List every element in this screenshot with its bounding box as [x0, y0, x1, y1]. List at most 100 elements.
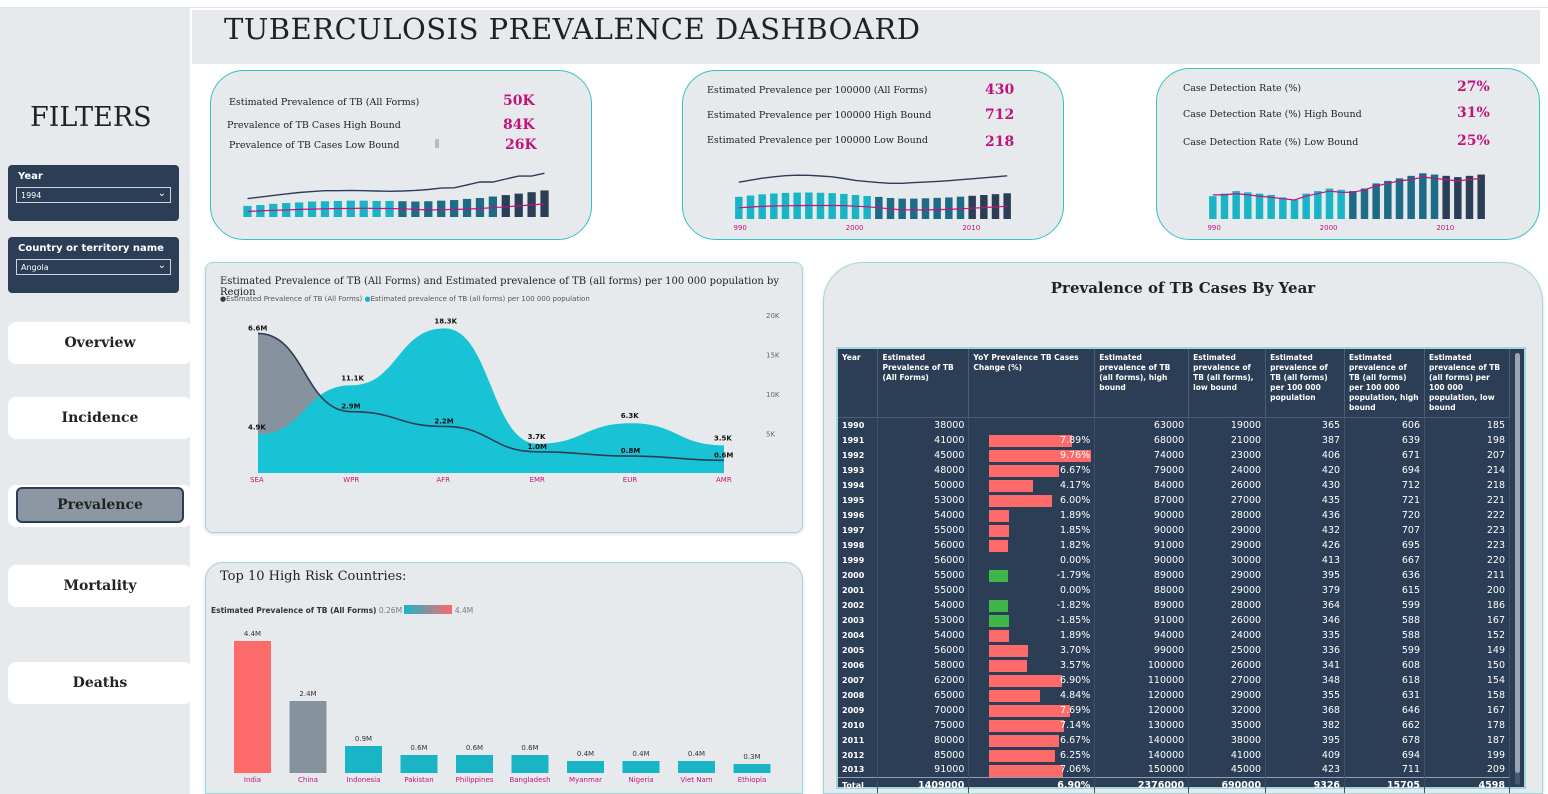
table-cell: 75000 — [877, 717, 970, 733]
table-row[interactable]: 1996 54000 1.89% 90000 28000 436 720 222 — [838, 507, 1510, 523]
table-row[interactable]: 1998 56000 1.82% 91000 29000 426 695 223 — [838, 537, 1510, 553]
table-cell: 711 — [1344, 762, 1425, 778]
year-slicer-label: Year — [18, 171, 43, 182]
column-header[interactable]: Estimated Prevalence of TB (All Forms) — [877, 349, 970, 418]
table-row[interactable]: 2004 54000 1.89% 94000 24000 335 588 152 — [838, 627, 1510, 643]
table-cell: 218 — [1424, 477, 1510, 493]
table-row[interactable]: 1995 53000 6.00% 87000 27000 435 721 221 — [838, 492, 1510, 508]
yoy-value: 4.84% — [1060, 689, 1091, 701]
kpi-card-prevalence: Estimated Prevalence of TB (All Forms) 5… — [210, 70, 592, 240]
column-header[interactable]: Year — [838, 349, 879, 418]
bar-india — [234, 641, 271, 773]
x-category-label: AFR — [436, 476, 450, 484]
column-header[interactable]: Estimated prevalence of TB (all forms) p… — [1265, 349, 1346, 418]
data-label: 6.6M — [248, 324, 267, 332]
nav-overview-button[interactable]: Overview — [8, 322, 192, 364]
region-chart-title: Estimated Prevalence of TB (All Forms) a… — [220, 276, 780, 298]
column-header[interactable]: Estimated prevalence of TB (all forms) p… — [1424, 349, 1510, 418]
table-row[interactable]: 1994 50000 4.17% 84000 26000 430 712 218 — [838, 477, 1510, 493]
table-row[interactable]: 2001 55000 0.00% 88000 29000 379 615 200 — [838, 582, 1510, 598]
table-cell: 395 — [1265, 567, 1346, 583]
column-header[interactable]: Estimated prevalence of TB (all forms), … — [1188, 349, 1267, 418]
table-row[interactable]: 2011 80000 6.67% 140000 38000 395 678 187 — [838, 732, 1510, 748]
table-cell: 29000 — [1188, 687, 1267, 703]
table-row[interactable]: 2002 54000 -1.82% 89000 28000 364 599 186 — [838, 597, 1510, 613]
yoy-change-cell — [968, 417, 1096, 433]
yoy-value: 4.17% — [1060, 479, 1091, 491]
column-header[interactable]: Estimated prevalence of TB (all forms) p… — [1344, 349, 1425, 418]
table-row[interactable]: 2007 62000 6.90% 110000 27000 348 618 154 — [838, 672, 1510, 688]
scroll-indicator — [435, 139, 439, 148]
table-cell: 63000 — [1094, 417, 1190, 433]
table-row[interactable]: 2006 58000 3.57% 100000 26000 341 608 150 — [838, 657, 1510, 673]
table-cell: 45000 — [877, 447, 970, 463]
low-bound-line — [738, 204, 1008, 211]
x-tick-label: 2010 — [962, 224, 980, 231]
table-cell: 91000 — [877, 762, 970, 778]
sparkline-bar — [1430, 174, 1439, 219]
nav-incidence-button[interactable]: Incidence — [8, 397, 192, 439]
scrollbar-thumb[interactable] — [1515, 353, 1520, 773]
yoy-value: 6.67% — [1060, 734, 1091, 746]
table-cell: 50000 — [877, 477, 970, 493]
yoy-value: 1.85% — [1060, 524, 1091, 536]
table-cell: 379 — [1265, 582, 1346, 598]
table-cell: 395 — [1265, 732, 1346, 748]
table-cell: 21000 — [1188, 432, 1267, 448]
nav-mortality-button[interactable]: Mortality — [8, 565, 192, 607]
table-row[interactable]: 1993 48000 6.67% 79000 24000 420 694 214 — [838, 462, 1510, 478]
sparkline-bar — [1255, 193, 1264, 219]
table-row[interactable]: 1990 38000 63000 19000 365 606 185 — [838, 417, 1510, 433]
nav-prevalence-label: Prevalence — [16, 487, 184, 523]
table-row[interactable]: 1992 45000 9.76% 74000 23000 406 671 207 — [838, 447, 1510, 463]
table-row[interactable]: 2010 75000 7.14% 130000 35000 382 662 178 — [838, 717, 1510, 733]
country-dropdown-value: Angola — [21, 263, 49, 272]
low-bound-line — [247, 203, 545, 213]
bar-viet-nam — [678, 761, 715, 773]
table-row[interactable]: 2005 56000 3.70% 99000 25000 336 599 149 — [838, 642, 1510, 658]
table-row[interactable]: 1999 56000 0.00% 90000 30000 413 667 220 — [838, 552, 1510, 568]
data-label: 3.7K — [528, 433, 546, 441]
table-row[interactable]: 1997 55000 1.85% 90000 29000 432 707 223 — [838, 522, 1510, 538]
table-cell: 599 — [1344, 642, 1425, 658]
table-scrollbar[interactable] — [1515, 353, 1520, 785]
legend-dot-icon: ● — [364, 295, 371, 303]
table-row[interactable]: 1991 41000 7.89% 68000 21000 387 639 198 — [838, 432, 1510, 448]
kpi2-label-1: Estimated Prevalence per 100000 (All For… — [707, 85, 928, 96]
yoy-value: 1.82% — [1060, 539, 1091, 551]
year-dropdown[interactable]: 1994 ⌄ — [16, 187, 171, 203]
bar-value-label: 0.3M — [743, 753, 760, 761]
yoy-value: 6.67% — [1060, 464, 1091, 476]
prevalence-table[interactable]: Year Estimated Prevalence of TB (All Form… — [836, 347, 1526, 793]
year-cell: 2010 — [838, 717, 879, 733]
table-row[interactable]: 2013 91000 7.06% 150000 45000 423 711 209 — [838, 762, 1510, 778]
bar-value-label: 0.4M — [577, 750, 594, 758]
table-cell: 100000 — [1094, 657, 1190, 673]
year-cell: 2013 — [838, 762, 879, 778]
sparkline-bar — [488, 196, 498, 217]
year-cell: 2008 — [838, 687, 879, 703]
column-header[interactable]: Estimated prevalence of TB (all forms), … — [1094, 349, 1190, 418]
table-cell: 90000 — [1094, 552, 1190, 568]
table-cell: 178 — [1424, 717, 1510, 733]
table-row[interactable]: 2009 70000 7.69% 120000 32000 368 646 167 — [838, 702, 1510, 718]
table-title: Prevalence of TB Cases By Year — [1050, 279, 1316, 297]
table-cell: 25000 — [1188, 642, 1267, 658]
kpi2-value-3: 218 — [985, 134, 1015, 150]
table-row[interactable]: 2003 53000 -1.85% 91000 26000 346 588 167 — [838, 612, 1510, 628]
nav-deaths-button[interactable]: Deaths — [8, 662, 192, 704]
table-row[interactable]: 2000 55000 -1.79% 89000 29000 395 636 211 — [838, 567, 1510, 583]
table-row[interactable]: 2008 65000 4.84% 120000 29000 355 631 158 — [838, 687, 1510, 703]
yoy-value — [1090, 420, 1094, 431]
top10-legend: Estimated Prevalence of TB (All Forms) 0… — [211, 605, 473, 615]
table-cell: 207 — [1424, 447, 1510, 463]
country-dropdown[interactable]: Angola ⌄ — [16, 259, 171, 275]
yoy-bar — [989, 449, 1092, 462]
table-row[interactable]: 2012 85000 6.25% 140000 41000 409 694 199 — [838, 747, 1510, 763]
table-cell: 55000 — [877, 567, 970, 583]
table-cell: 48000 — [877, 462, 970, 478]
column-header[interactable]: YoY Prevalence TB Cases Change (%) — [968, 349, 1096, 418]
yoy-bar — [989, 434, 1072, 447]
nav-prevalence-button[interactable]: Prevalence — [8, 485, 192, 527]
table-cell: 187 — [1424, 732, 1510, 748]
